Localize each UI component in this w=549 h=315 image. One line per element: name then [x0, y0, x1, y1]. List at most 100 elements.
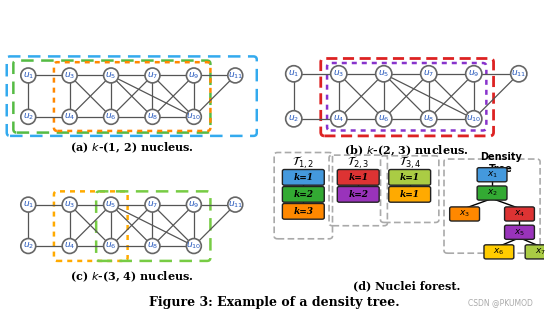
Circle shape: [376, 111, 392, 127]
Circle shape: [376, 66, 392, 82]
Circle shape: [21, 197, 36, 212]
Circle shape: [104, 109, 119, 124]
Text: $u_{8}$: $u_{8}$: [147, 112, 158, 122]
Circle shape: [104, 68, 119, 83]
Text: $u_{4}$: $u_{4}$: [64, 112, 75, 122]
Circle shape: [228, 68, 243, 83]
Text: $x_6$: $x_6$: [493, 247, 505, 257]
Text: $u_{8}$: $u_{8}$: [147, 241, 158, 251]
FancyBboxPatch shape: [282, 186, 324, 202]
FancyBboxPatch shape: [282, 203, 324, 219]
Text: $u_{11}$: $u_{11}$: [228, 70, 243, 81]
Text: $x_4$: $x_4$: [514, 209, 525, 219]
FancyBboxPatch shape: [389, 169, 430, 185]
Text: $u_{4}$: $u_{4}$: [333, 113, 344, 124]
Text: $u_{2}$: $u_{2}$: [288, 113, 299, 124]
Text: $x_3$: $x_3$: [459, 209, 470, 219]
Text: $u_{6}$: $u_{6}$: [105, 241, 117, 251]
Text: k=1: k=1: [348, 173, 368, 182]
Circle shape: [187, 238, 201, 254]
FancyBboxPatch shape: [389, 186, 430, 202]
Text: Density
Tree: Density Tree: [480, 152, 522, 174]
Text: $u_{11}$: $u_{11}$: [511, 69, 526, 79]
Text: $u_{5}$: $u_{5}$: [378, 69, 389, 79]
Text: $u_{5}$: $u_{5}$: [105, 70, 116, 81]
Text: $u_{9}$: $u_{9}$: [188, 199, 199, 210]
Text: $u_{8}$: $u_{8}$: [423, 113, 434, 124]
Circle shape: [62, 109, 77, 124]
Text: $x_7$: $x_7$: [535, 247, 546, 257]
Circle shape: [285, 66, 302, 82]
Circle shape: [466, 111, 482, 127]
Text: k=1: k=1: [293, 173, 313, 182]
Text: $u_{10}$: $u_{10}$: [186, 112, 201, 122]
FancyBboxPatch shape: [282, 169, 324, 185]
Text: $u_{3}$: $u_{3}$: [333, 69, 344, 79]
Text: $x_1$: $x_1$: [486, 169, 497, 180]
Text: $u_{4}$: $u_{4}$: [64, 241, 75, 251]
Text: CSDN @PKUMOD: CSDN @PKUMOD: [468, 298, 533, 307]
Circle shape: [421, 66, 437, 82]
Circle shape: [62, 197, 77, 212]
FancyBboxPatch shape: [450, 207, 479, 221]
Circle shape: [145, 238, 160, 254]
Circle shape: [187, 68, 201, 83]
Text: $u_{1}$: $u_{1}$: [23, 199, 34, 210]
Text: $u_{6}$: $u_{6}$: [105, 112, 117, 122]
Circle shape: [145, 197, 160, 212]
Text: k=1: k=1: [400, 173, 419, 182]
Text: $u_{10}$: $u_{10}$: [186, 241, 201, 251]
Circle shape: [21, 238, 36, 254]
Text: $\mathcal{T}_{1,2}$: $\mathcal{T}_{1,2}$: [292, 155, 315, 171]
Text: (a) $k$-(1, 2) nucleus.: (a) $k$-(1, 2) nucleus.: [70, 140, 194, 155]
Text: $u_{11}$: $u_{11}$: [228, 199, 243, 210]
Text: k=2: k=2: [293, 190, 313, 199]
Text: $u_{7}$: $u_{7}$: [147, 70, 158, 81]
Text: $u_{7}$: $u_{7}$: [147, 199, 158, 210]
Text: Figure 3: Example of a density tree.: Figure 3: Example of a density tree.: [149, 296, 400, 309]
Circle shape: [285, 111, 302, 127]
Circle shape: [228, 197, 243, 212]
Text: $x_2$: $x_2$: [486, 188, 497, 198]
Text: $u_{2}$: $u_{2}$: [23, 112, 34, 122]
Text: $\mathcal{T}_{3,4}$: $\mathcal{T}_{3,4}$: [399, 155, 421, 171]
FancyBboxPatch shape: [525, 245, 549, 259]
Text: $u_{6}$: $u_{6}$: [378, 113, 389, 124]
Circle shape: [466, 66, 482, 82]
Circle shape: [187, 197, 201, 212]
Text: k=3: k=3: [293, 207, 313, 216]
Circle shape: [21, 68, 36, 83]
Text: $u_{5}$: $u_{5}$: [105, 199, 116, 210]
Circle shape: [62, 238, 77, 254]
Circle shape: [104, 197, 119, 212]
FancyBboxPatch shape: [477, 186, 507, 200]
Circle shape: [145, 109, 160, 124]
Text: k=1: k=1: [400, 190, 419, 199]
Text: $u_{7}$: $u_{7}$: [423, 69, 434, 79]
Text: $u_{2}$: $u_{2}$: [23, 241, 34, 251]
Text: $\mathcal{T}_{2,3}$: $\mathcal{T}_{2,3}$: [347, 155, 369, 171]
Text: $u_{1}$: $u_{1}$: [23, 70, 34, 81]
Text: (d) Nuclei forest.: (d) Nuclei forest.: [352, 280, 460, 291]
Text: $u_{1}$: $u_{1}$: [288, 69, 299, 79]
Text: k=2: k=2: [348, 190, 368, 199]
Text: (c) $k$-(3, 4) nucleus.: (c) $k$-(3, 4) nucleus.: [70, 269, 193, 284]
FancyBboxPatch shape: [505, 225, 534, 239]
Circle shape: [330, 111, 347, 127]
FancyBboxPatch shape: [484, 245, 514, 259]
FancyBboxPatch shape: [337, 186, 379, 202]
Text: $u_{9}$: $u_{9}$: [188, 70, 199, 81]
FancyBboxPatch shape: [477, 168, 507, 182]
Text: (b) $k$-(2, 3) nucleus.: (b) $k$-(2, 3) nucleus.: [344, 144, 468, 158]
Text: $x_5$: $x_5$: [514, 227, 525, 238]
Text: $u_{9}$: $u_{9}$: [468, 69, 479, 79]
Text: $u_{3}$: $u_{3}$: [64, 199, 75, 210]
Circle shape: [104, 238, 119, 254]
Circle shape: [330, 66, 347, 82]
Text: $u_{10}$: $u_{10}$: [466, 113, 481, 124]
Text: $u_{3}$: $u_{3}$: [64, 70, 75, 81]
Circle shape: [21, 109, 36, 124]
Circle shape: [187, 109, 201, 124]
Circle shape: [421, 111, 437, 127]
Circle shape: [62, 68, 77, 83]
